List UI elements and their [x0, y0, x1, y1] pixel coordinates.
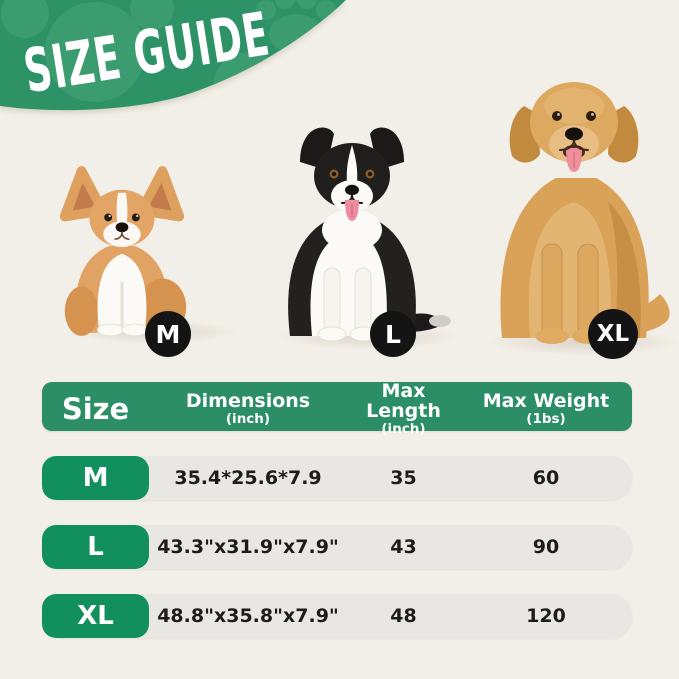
size-badge-xl: XL [42, 594, 149, 638]
border-collie-photo [288, 127, 451, 342]
table-row-l: L 43.3"x31.9"x7.9" 43 90 [42, 525, 632, 569]
paw-print-decoration [1, 0, 336, 111]
size-table: Size Dimensions (inch) Max Length (inch)… [42, 381, 632, 638]
table-row-xl: XL 48.8"x35.8"x7.9" 48 120 [42, 594, 632, 638]
max-length-value: 35 [390, 467, 417, 489]
max-weight-value: 90 [532, 536, 560, 558]
table-header-row: Size Dimensions (inch) Max Length (inch)… [42, 381, 632, 436]
size-dot-xl: XL [588, 309, 638, 359]
column-header-max-weight: Max Weight (1bs) [482, 389, 610, 427]
column-header-max-length: Max Length (inch) [366, 380, 441, 437]
max-length-value: 43 [390, 536, 417, 558]
size-dot-m: M [145, 311, 191, 357]
size-dot-l: L [370, 311, 416, 357]
dimensions-value: 35.4*25.6*7.9 [174, 467, 322, 489]
size-badge-l: L [42, 525, 149, 569]
golden-retriever-photo [500, 82, 670, 344]
dimensions-value: 43.3"x31.9"x7.9" [157, 536, 339, 558]
table-row-m: M 35.4*25.6*7.9 35 60 [42, 456, 632, 500]
max-weight-value: 120 [526, 605, 566, 627]
column-header-dimensions: Dimensions (inch) [185, 389, 311, 427]
column-header-size: Size [61, 392, 130, 427]
corgi-photo [59, 166, 187, 337]
size-badge-m: M [42, 456, 149, 500]
max-weight-value: 60 [532, 467, 560, 489]
dimensions-value: 48.8"x35.8"x7.9" [157, 605, 339, 627]
max-length-value: 48 [390, 605, 417, 627]
banner-shape [0, 0, 346, 111]
